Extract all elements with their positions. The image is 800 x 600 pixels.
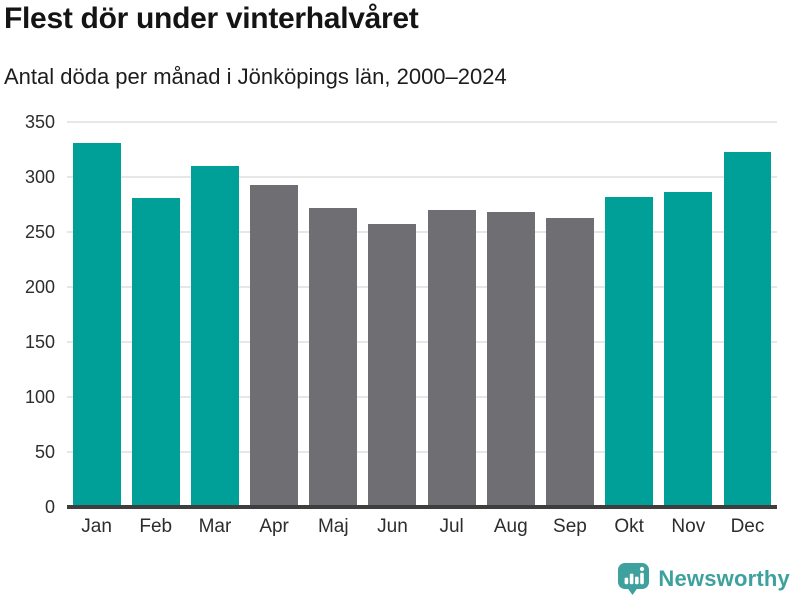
gridline-300 — [67, 176, 777, 178]
y-tick-label-0: 0 — [44, 497, 55, 517]
x-tick-label-aug: Aug — [493, 516, 528, 537]
bar-chart-speech-bubble-icon — [618, 563, 650, 595]
bar-slot-apr — [245, 122, 304, 507]
x-tick-label-sep: Sep — [553, 516, 587, 537]
bar-slot-jun — [363, 122, 422, 507]
bar-slot-jan — [67, 122, 126, 507]
bar-slot-feb — [126, 122, 185, 507]
bar-dec — [723, 151, 772, 507]
gridline-250 — [67, 231, 777, 233]
bar-jun — [368, 224, 417, 507]
bar-slot-sep — [540, 122, 599, 507]
bar-slot-nov — [659, 122, 718, 507]
bar-okt — [605, 196, 654, 507]
bars-container — [67, 122, 777, 507]
x-tick-label-mar: Mar — [198, 516, 232, 537]
y-tick-label-200: 200 — [24, 277, 55, 297]
x-tick-label-apr: Apr — [259, 516, 289, 537]
bar-sep — [546, 217, 594, 507]
bar-jan — [72, 142, 121, 507]
x-tick-label-maj: Maj — [317, 516, 349, 537]
newsworthy-logo: Newsworthy — [617, 562, 790, 596]
x-axis-line — [67, 505, 777, 509]
gridline-350 — [67, 121, 777, 123]
y-tick-label-100: 100 — [24, 387, 55, 407]
bar-slot-aug — [481, 122, 540, 507]
chart-subtitle: Antal döda per månad i Jönköpings län, 2… — [4, 64, 507, 89]
x-tick-label-jan: Jan — [81, 516, 112, 537]
bar-slot-maj — [304, 122, 363, 507]
y-tick-label-300: 300 — [24, 167, 55, 187]
gridline-50 — [67, 451, 777, 453]
newsworthy-logo-text: Newsworthy — [658, 566, 790, 591]
x-axis-labels: Jan Feb Mar Apr Maj Jun Jul Aug Sep Okt Nov Dec — [67, 516, 777, 538]
bar-slot-mar — [185, 122, 244, 507]
chart-title: Flest dör under vinterhalvåret — [4, 2, 419, 35]
bar-apr — [250, 184, 299, 507]
x-tick-label-okt: Okt — [614, 516, 644, 537]
bar-nov — [664, 192, 713, 507]
y-tick-label-350: 350 — [24, 112, 55, 132]
bar-slot-okt — [600, 122, 659, 507]
bar-feb — [131, 197, 180, 507]
bar-maj — [309, 207, 358, 507]
gridline-200 — [67, 286, 777, 288]
bar-mar — [190, 166, 239, 507]
gridline-100 — [67, 396, 777, 398]
bar-slot-jul — [422, 122, 481, 507]
y-tick-label-250: 250 — [24, 222, 55, 242]
x-tick-label-nov: Nov — [671, 516, 706, 537]
bar-slot-dec — [718, 122, 777, 507]
x-tick-label-jun: Jun — [377, 516, 408, 537]
x-tick-label-jul: Jul — [439, 516, 464, 537]
x-tick-label-dec: Dec — [730, 516, 765, 537]
x-tick-label-feb: Feb — [139, 516, 173, 537]
y-axis-labels: 0 50 100 150 200 250 300 350 — [0, 112, 55, 517]
bar-aug — [486, 212, 535, 507]
plot-area — [67, 121, 777, 509]
y-tick-label-50: 50 — [34, 442, 55, 462]
gridline-150 — [67, 341, 777, 343]
y-tick-label-150: 150 — [24, 332, 55, 352]
bar-jul — [427, 210, 476, 507]
